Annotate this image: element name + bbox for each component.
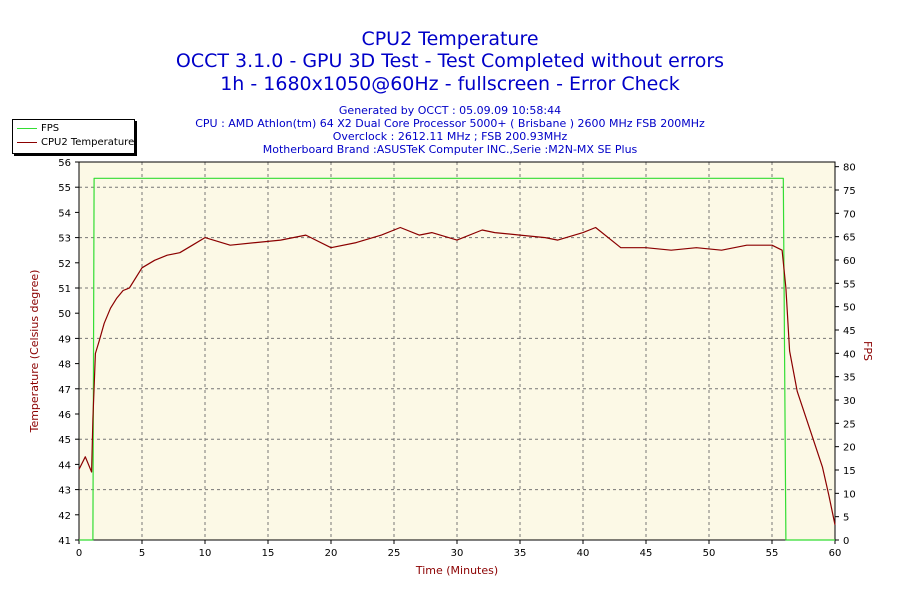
- y-right-tick-label: 60: [843, 256, 856, 267]
- x-tick-label: 5: [139, 548, 145, 559]
- x-tick-label: 40: [577, 548, 590, 559]
- x-tick-label: 30: [451, 548, 464, 559]
- x-tick-label: 60: [829, 548, 842, 559]
- chart-title-2: OCCT 3.1.0 - GPU 3D Test - Test Complete…: [175, 50, 725, 72]
- chart-title-1: CPU2 Temperature: [361, 28, 539, 50]
- y-right-tick-label: 10: [843, 489, 856, 500]
- y-left-tick-label: 44: [58, 460, 71, 471]
- y-right-tick-label: 65: [843, 233, 856, 244]
- y-left-tick-label: 50: [58, 309, 71, 320]
- axes: [75, 161, 839, 544]
- y-left-axis-label: Temperature (Celsius degree): [28, 270, 41, 434]
- x-tick-label: 35: [514, 548, 527, 559]
- y-right-tick-label: 50: [843, 303, 856, 314]
- y-right-tick-label: 5: [843, 513, 849, 524]
- y-left-tick-label: 46: [58, 410, 71, 421]
- y-right-tick-label: 25: [843, 419, 856, 430]
- plot-frame: [78, 161, 836, 541]
- y-left-tick-label: 52: [58, 259, 71, 270]
- y-right-axis-label: FPS: [861, 341, 874, 361]
- y-right-tick-label: 20: [843, 443, 856, 454]
- y-right-tick-label: 30: [843, 396, 856, 407]
- y-left-tick-label: 53: [58, 234, 71, 245]
- legend-label-temperature: CPU2 Temperature: [41, 137, 135, 148]
- info-overclock: Overclock : 2612.11 MHz ; FSB 200.93MHz: [332, 130, 568, 143]
- y-left-tick-label: 55: [58, 183, 71, 194]
- y-left-tick-label: 43: [58, 486, 71, 497]
- info-cpu: CPU : AMD Athlon(tm) 64 X2 Dual Core Pro…: [195, 117, 705, 130]
- y-left-tick-label: 41: [58, 536, 71, 547]
- x-tick-label: 55: [766, 548, 779, 559]
- y-left-tick-label: 51: [58, 284, 71, 295]
- legend-label-fps: FPS: [41, 123, 60, 134]
- x-tick-label: 20: [325, 548, 338, 559]
- y-right-tick-label: 70: [843, 209, 856, 220]
- x-tick-label: 25: [388, 548, 401, 559]
- legend-swatch-temperature: [17, 141, 37, 143]
- y-right-tick-label: 55: [843, 279, 856, 290]
- y-right-tick-label: 15: [843, 466, 856, 477]
- x-tick-label: 15: [262, 548, 275, 559]
- x-tick-label: 10: [199, 548, 212, 559]
- y-left-tick-label: 42: [58, 511, 71, 522]
- y-right-tick-label: 75: [843, 186, 856, 197]
- y-right-tick-label: 35: [843, 373, 856, 384]
- x-tick-label: 0: [76, 548, 82, 559]
- y-right-tick-label: 80: [843, 163, 856, 174]
- y-right-tick-label: 45: [843, 326, 856, 337]
- info-generated: Generated by OCCT : 05.09.09 10:58:44: [338, 104, 562, 117]
- grid-lines: [79, 162, 835, 540]
- info-motherboard: Motherboard Brand :ASUSTeK Computer INC.…: [262, 143, 638, 156]
- fps-series-line: [79, 177, 835, 541]
- x-axis-label: Time (Minutes): [415, 564, 498, 577]
- y-right-tick-label: 0: [843, 536, 849, 547]
- legend-item-temperature: CPU2 Temperature: [17, 137, 134, 149]
- legend: FPS CPU2 Temperature: [12, 119, 135, 154]
- y-left-tick-label: 47: [58, 385, 71, 396]
- temperature-series-line: [78, 226, 836, 526]
- x-tick-label: 45: [640, 548, 653, 559]
- y-left-tick-label: 45: [58, 435, 71, 446]
- y-right-tick-label: 40: [843, 349, 856, 360]
- tick-labels: 0 5 10 15 20 25 30 35 40 45 50 55 604142434445464748…: [58, 158, 855, 559]
- x-tick-label: 50: [703, 548, 716, 559]
- y-left-tick-label: 49: [58, 334, 71, 345]
- y-left-tick-label: 48: [58, 360, 71, 371]
- y-left-tick-label: 54: [58, 208, 71, 219]
- series-lines: [78, 177, 836, 541]
- y-left-tick-label: 56: [58, 158, 71, 169]
- chart-title-3: 1h - 1680x1050@60Hz - fullscreen - Error…: [220, 73, 680, 95]
- legend-swatch-fps: [17, 127, 37, 129]
- legend-item-fps: FPS: [17, 123, 59, 135]
